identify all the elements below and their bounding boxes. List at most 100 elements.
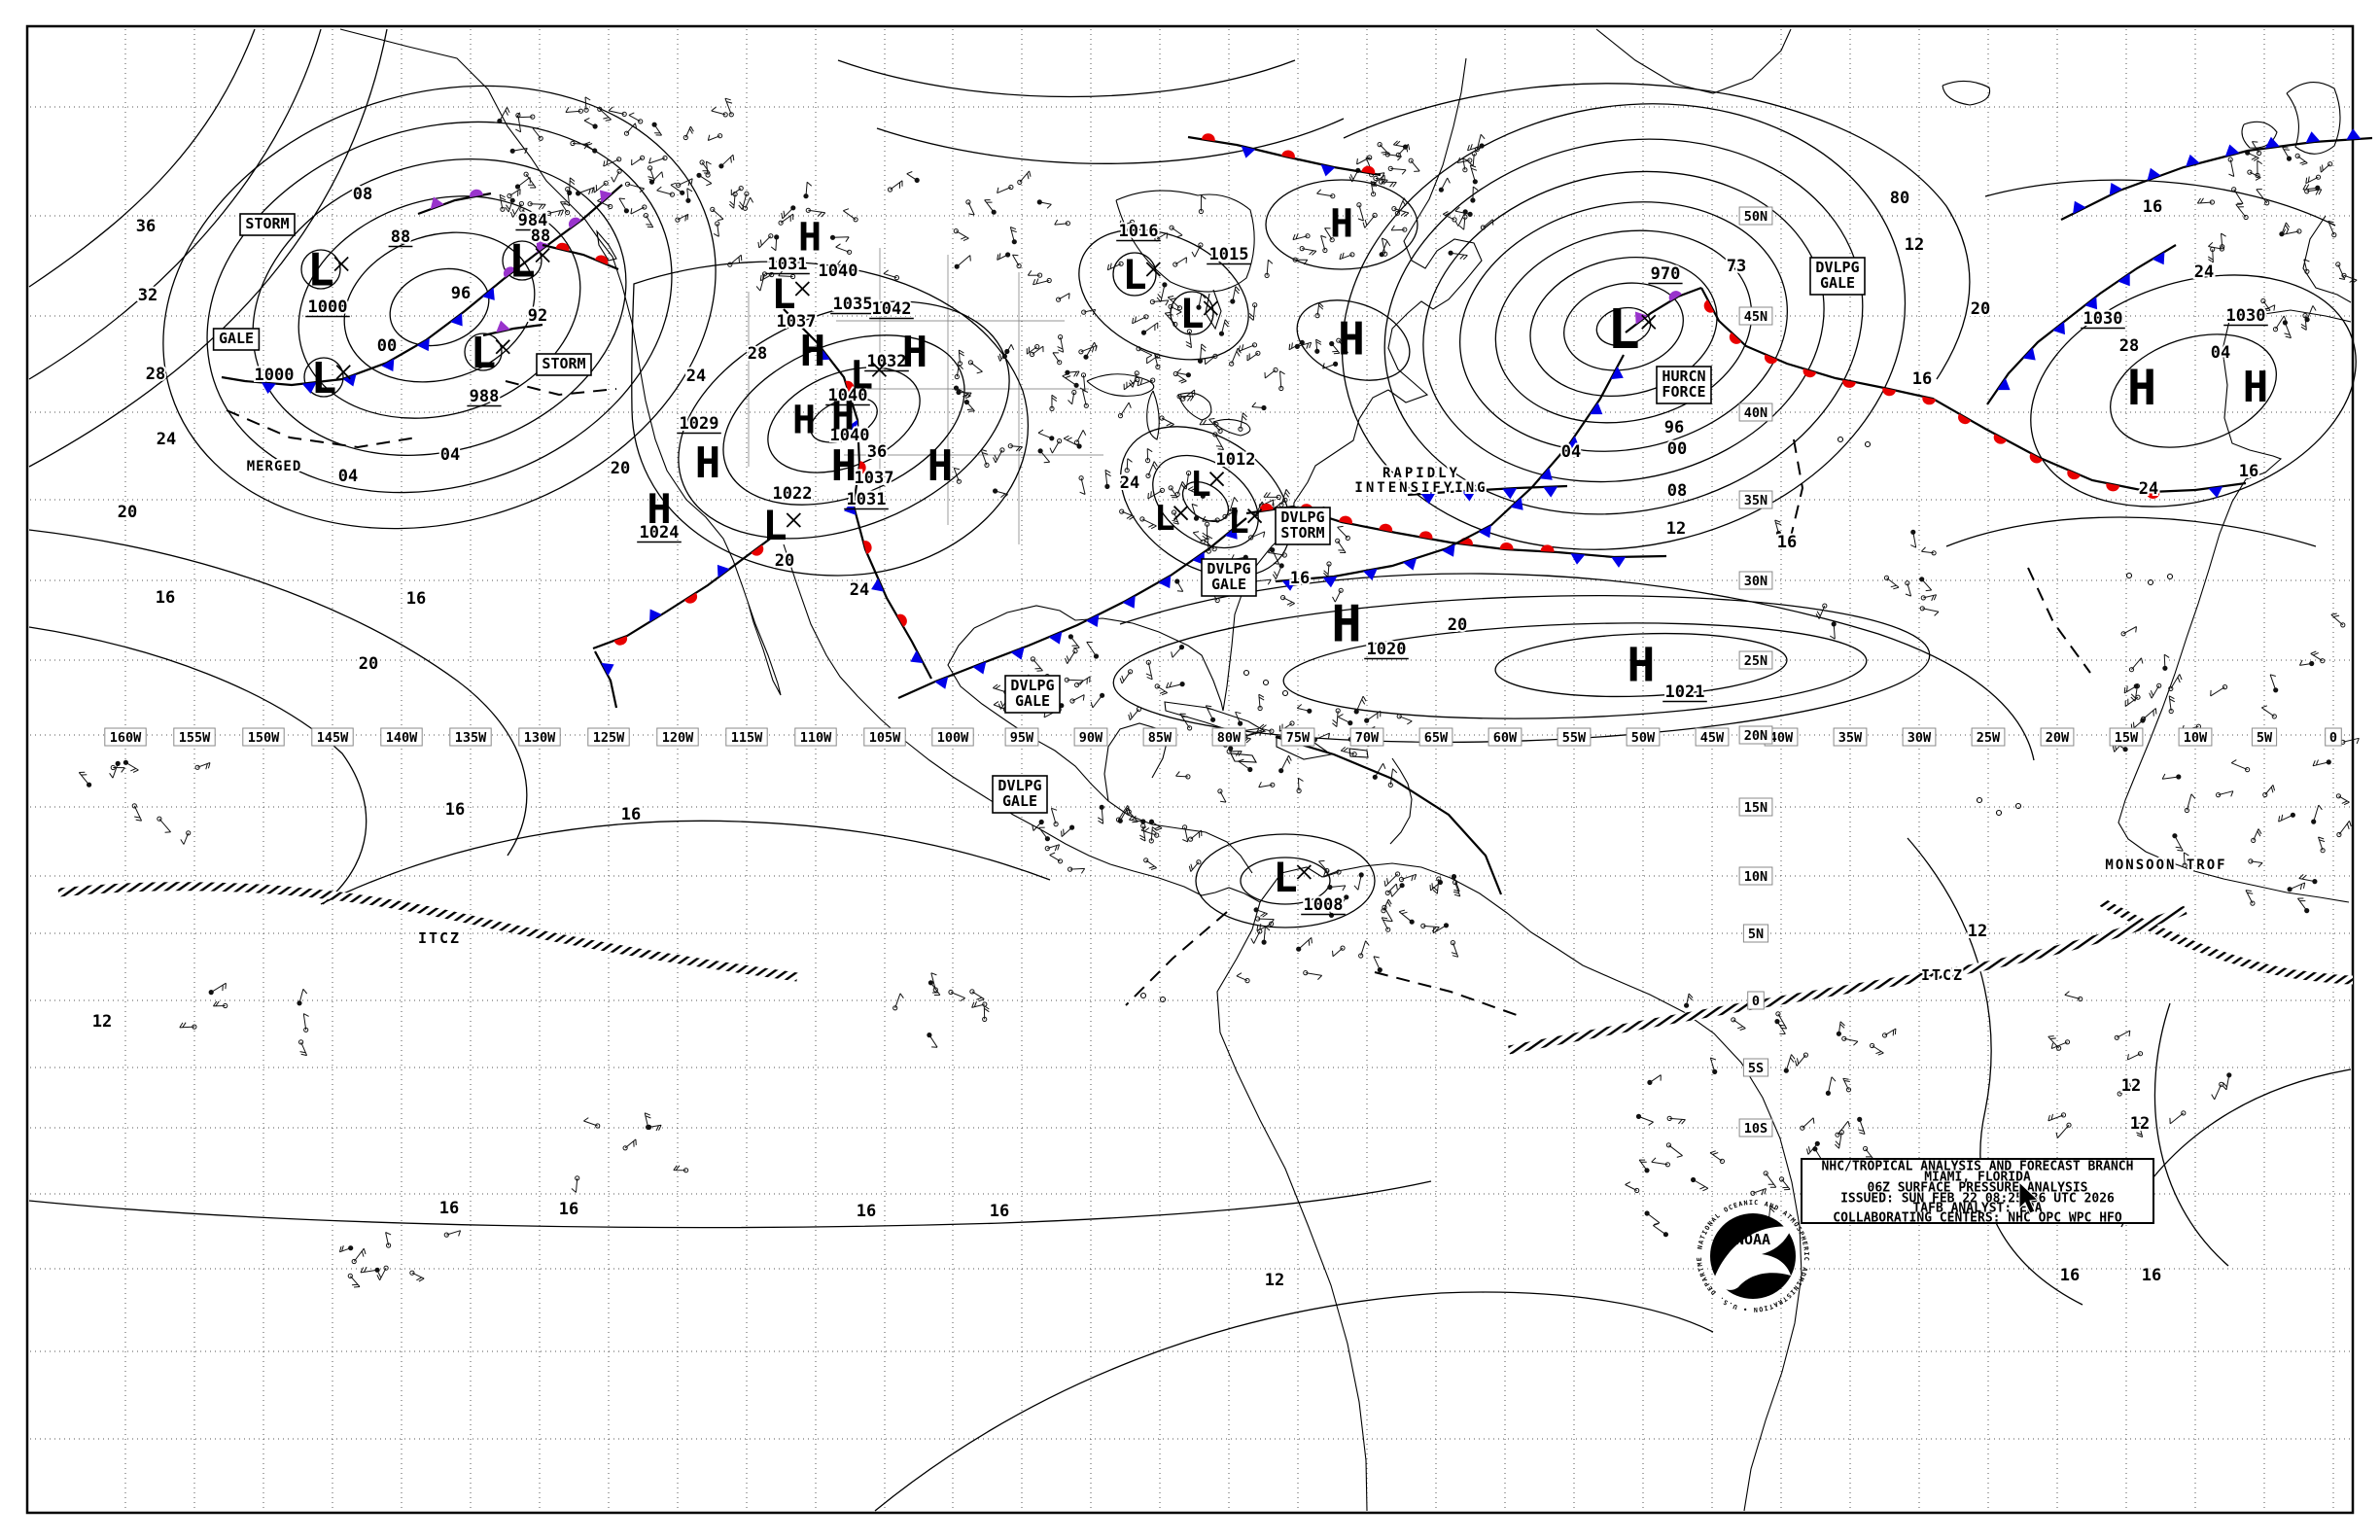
wind-barb-icon	[1272, 549, 1280, 565]
front-semicircle-icon	[862, 541, 872, 554]
station-circle-icon	[1384, 890, 1390, 896]
station-circle-icon	[2222, 684, 2228, 690]
station-circle-icon	[1179, 682, 1185, 687]
low-center-cross-icon	[1641, 314, 1657, 330]
isobar-label: 16	[2143, 197, 2162, 217]
wind-barb-icon	[1009, 227, 1017, 242]
longitude-label: 130W	[524, 730, 556, 746]
station-circle-icon	[1140, 819, 1146, 824]
high-pressure-symbol: H	[928, 441, 954, 491]
wind-barb-icon	[678, 178, 693, 187]
isobar	[1152, 454, 1259, 549]
front-semicircle-icon	[2029, 453, 2044, 464]
isobar	[298, 195, 581, 419]
station-circle-icon	[1763, 1171, 1768, 1176]
station-circle-icon	[1124, 468, 1130, 473]
longitude-label: 125W	[593, 730, 625, 746]
wind-barb-icon	[930, 972, 937, 991]
station-circle-icon	[186, 830, 192, 836]
station-circle-icon	[2257, 150, 2262, 157]
wind-barb-icon	[353, 1247, 367, 1262]
wind-barb-icon	[1451, 942, 1459, 958]
island	[1281, 689, 1289, 697]
isobar	[1459, 201, 1788, 452]
wind-barb-icon	[603, 158, 619, 167]
front-semicircle-icon	[1842, 379, 1857, 388]
station-circle-icon	[1905, 580, 1910, 586]
isobar-label: 1031	[768, 255, 808, 274]
front-triangle-icon	[871, 578, 885, 592]
station-circle-icon	[662, 155, 668, 161]
longitude-label-box	[2040, 727, 2075, 747]
station-circle-icon	[768, 233, 774, 239]
station-circle-icon	[1037, 448, 1043, 454]
station-circle-icon	[1253, 907, 1259, 913]
warning-label-box	[536, 353, 592, 376]
wind-barb-icon	[1390, 167, 1407, 175]
wind-barb-icon	[1132, 316, 1147, 325]
low-pressure-symbol: L	[307, 244, 334, 297]
station-circle-icon	[1168, 303, 1173, 309]
station-circle-icon	[1402, 227, 1408, 232]
warning-label: GALE	[1002, 792, 1037, 810]
station-circle-icon	[1200, 539, 1206, 544]
station-circle-icon	[131, 803, 137, 809]
station-circle-icon	[1053, 822, 1059, 827]
wind-barb-icon	[1120, 402, 1132, 416]
low-pressure-symbol: L	[1190, 465, 1211, 505]
station-circle-icon	[1198, 208, 1205, 215]
annotation-intensifying: INTENSIFYING	[1354, 480, 1488, 496]
station-circle-icon	[1238, 426, 1243, 432]
low-pressure-symbol: L	[771, 270, 795, 318]
latitude-label: 0	[1752, 994, 1760, 1009]
isobar	[303, 357, 344, 398]
isobar	[1945, 516, 2317, 547]
station-circle-icon	[509, 197, 515, 203]
warning-label-box	[1201, 558, 1257, 597]
station-circle-icon	[1462, 214, 1468, 220]
station-circle-icon	[1358, 872, 1364, 878]
island	[1159, 996, 1167, 1003]
station-circle-icon	[1255, 916, 1261, 922]
wind-barb-icon	[1086, 641, 1097, 657]
station-circle-icon	[1168, 485, 1173, 491]
station-circle-icon	[530, 114, 536, 120]
station-circle-icon	[1931, 550, 1937, 556]
wind-barb-icon	[1240, 412, 1248, 430]
station-circle-icon	[157, 816, 162, 822]
isobar-label: 24	[2139, 479, 2158, 499]
longitude-label: 70W	[1355, 730, 1380, 746]
front-semicircle-icon	[1882, 387, 1897, 397]
station-circle-icon	[2135, 694, 2141, 700]
isobar-label: 04	[338, 467, 358, 486]
front-triangle-icon	[1086, 613, 1100, 627]
island	[2125, 572, 2133, 579]
front-triangle-icon	[601, 662, 614, 677]
latitude-label-box	[1738, 650, 1773, 670]
warning-label-box	[992, 775, 1048, 814]
station-circle-icon	[1083, 402, 1089, 408]
wind-barb-icon	[1396, 197, 1408, 214]
isobar	[1529, 256, 1718, 398]
front-semicircle-icon	[613, 636, 628, 646]
station-circle-icon	[892, 1005, 898, 1011]
station-circle-icon	[1845, 1087, 1852, 1093]
station-circle-icon	[1635, 1113, 1642, 1120]
station-circle-icon	[1450, 940, 1456, 946]
station-circle-icon	[597, 106, 603, 112]
island	[1976, 796, 1983, 804]
low-pressure-symbol: L	[1273, 854, 1297, 901]
front-semicircle-icon	[1339, 515, 1352, 525]
wind-barb-icon	[2342, 737, 2360, 745]
isobar	[1240, 857, 1331, 905]
warning-label: FORCE	[1662, 383, 1705, 401]
station-circle-icon	[1314, 313, 1320, 319]
station-circle-icon	[1387, 782, 1393, 788]
wind-barb-icon	[656, 186, 673, 195]
warning-label: GALE	[1211, 576, 1246, 593]
front-triangle-icon	[817, 347, 830, 361]
station-circle-icon	[1049, 405, 1055, 411]
station-circle-icon	[1069, 698, 1075, 704]
isobar-label: 00	[377, 336, 397, 356]
front-stationary	[1187, 133, 1382, 177]
